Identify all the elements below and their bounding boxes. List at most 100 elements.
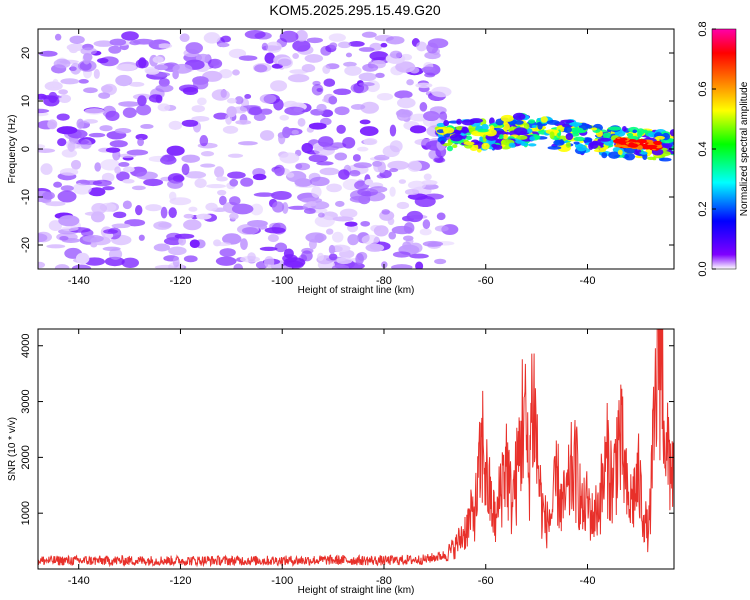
spectrogram-noise-blob bbox=[334, 106, 350, 116]
spectrogram-noise-blob bbox=[227, 153, 244, 158]
spectrogram-noise-blob bbox=[389, 124, 397, 137]
spectrogram-noise-blob bbox=[356, 146, 369, 152]
spectrogram-noise-blob bbox=[217, 42, 230, 48]
spectrogram-noise-blob bbox=[83, 119, 98, 124]
spectrogram-ytick-label: 0 bbox=[20, 146, 32, 152]
snr-xtick-label: -120 bbox=[169, 575, 191, 587]
spectrogram-noise-blob bbox=[238, 55, 258, 61]
spectrogram-signal-blob bbox=[452, 144, 458, 149]
spectrogram-noise-blob bbox=[358, 72, 377, 82]
spectrogram-noise-blob bbox=[183, 213, 194, 219]
spectrogram-noise-blob bbox=[74, 139, 89, 145]
spectrogram-noise-blob bbox=[122, 179, 135, 184]
spectrogram-noise-blob bbox=[172, 63, 193, 74]
spectrogram-signal-blob bbox=[492, 144, 503, 150]
spectrogram-noise-blob bbox=[185, 42, 203, 54]
spectrogram-noise-blob bbox=[168, 246, 187, 256]
spectrogram-noise-blob bbox=[279, 152, 300, 164]
spectrogram-noise-blob bbox=[39, 50, 58, 57]
spectrogram-signal-blob bbox=[573, 136, 586, 142]
spectrogram-signal-blob bbox=[508, 142, 516, 148]
spectrogram-noise-blob bbox=[154, 264, 177, 269]
spectrogram-noise-blob bbox=[38, 261, 46, 269]
spectrogram-noise-blob bbox=[206, 184, 226, 189]
spectrogram-noise-blob bbox=[314, 215, 335, 228]
spectrogram-noise-blob bbox=[229, 212, 239, 220]
snr-xtick-label: -60 bbox=[478, 575, 494, 587]
spectrogram-noise-blob bbox=[80, 47, 97, 56]
spectrogram-signal-blob bbox=[559, 139, 564, 145]
spectrogram-noise-blob bbox=[244, 29, 266, 39]
spectrogram-noise-blob bbox=[118, 162, 130, 167]
spectrogram-xtick-label: -40 bbox=[580, 275, 596, 287]
spectrogram-noise-blob bbox=[43, 95, 60, 107]
spectrogram-noise-blob bbox=[240, 177, 254, 187]
spectrogram-noise-blob bbox=[328, 244, 336, 255]
spectrogram-signal-blob bbox=[597, 137, 612, 142]
spectrogram-noise-blob bbox=[406, 79, 414, 86]
spectrogram-noise-blob bbox=[334, 152, 348, 161]
spectrogram-noise-blob bbox=[160, 206, 168, 219]
spectrogram-signal-blob bbox=[495, 118, 504, 126]
spectrogram-noise-blob bbox=[60, 185, 74, 192]
spectrogram-noise-blob bbox=[191, 116, 210, 122]
spectrogram-noise-blob bbox=[191, 105, 205, 113]
spectrogram-noise-blob bbox=[113, 211, 127, 219]
spectrogram-xtick-label: -60 bbox=[478, 275, 494, 287]
spectrogram-noise-blob bbox=[328, 33, 346, 42]
spectrogram-noise-blob bbox=[273, 98, 284, 111]
spectrogram-noise-blob bbox=[339, 208, 358, 219]
spectrogram-noise-blob bbox=[115, 74, 133, 87]
spectrogram-noise-blob bbox=[335, 200, 345, 207]
spectrogram-signal-blob bbox=[632, 129, 638, 134]
spectrogram-noise-blob bbox=[423, 173, 432, 181]
spectrogram-noise-blob bbox=[38, 233, 48, 243]
spectrogram-noise-blob bbox=[83, 87, 98, 94]
spectrogram-noise-blob bbox=[295, 30, 308, 42]
spectrogram-noise-blob bbox=[84, 108, 105, 115]
spectrogram-signal-blob bbox=[593, 149, 607, 153]
spectrogram-noise-blob bbox=[56, 113, 70, 121]
spectrogram-noise-blob bbox=[93, 40, 114, 47]
spectrogram-noise-blob bbox=[56, 126, 78, 135]
spectrogram-y-label: Frequency (Hz) bbox=[7, 115, 18, 184]
spectrogram-noise-blob bbox=[328, 253, 338, 261]
spectrogram-noise-blob bbox=[174, 233, 195, 239]
spectrogram-noise-blob bbox=[153, 221, 172, 230]
spectrogram-noise-blob bbox=[59, 168, 79, 176]
spectrogram-noise-blob bbox=[253, 113, 266, 122]
spectrogram-noise-blob bbox=[330, 244, 351, 253]
spectrogram-signal-blob bbox=[531, 124, 537, 128]
snr-ytick-label: 1000 bbox=[20, 501, 32, 525]
spectrogram-signal-blob bbox=[546, 120, 560, 125]
spectrogram-noise-blob bbox=[233, 263, 244, 269]
spectrogram-noise-blob bbox=[213, 242, 232, 247]
spectrogram-peak-blob bbox=[645, 145, 657, 150]
spectrogram-noise-blob bbox=[160, 155, 177, 165]
spectrogram-noise-blob bbox=[362, 63, 379, 72]
spectrogram-noise-blob bbox=[116, 63, 137, 72]
spectrogram-noise-blob bbox=[277, 58, 292, 67]
spectrogram-noise-blob bbox=[347, 234, 359, 246]
spectrogram-noise-blob bbox=[402, 241, 412, 250]
spectrogram-noise-blob bbox=[372, 160, 383, 167]
spectrogram-noise-blob bbox=[205, 202, 218, 212]
spectrogram-x-label: Height of straight line (km) bbox=[298, 285, 415, 296]
spectrogram-noise-blob bbox=[71, 264, 92, 269]
spectrogram-signal-blob bbox=[437, 136, 447, 144]
spectrogram-noise-blob bbox=[135, 204, 143, 216]
spectrogram-noise-blob bbox=[301, 142, 313, 154]
spectrogram-noise-blob bbox=[100, 85, 113, 93]
spectrogram-noise-blob bbox=[203, 32, 221, 44]
spectrogram-noise-blob bbox=[292, 39, 311, 52]
spectrogram-signal-blob bbox=[466, 135, 473, 140]
spectrogram-signal-blob bbox=[591, 140, 598, 145]
spectrogram-noise-blob bbox=[332, 231, 344, 243]
spectrogram-noise-blob bbox=[111, 223, 131, 229]
spectrogram-noise-blob bbox=[58, 94, 72, 104]
spectrogram-signal-blob bbox=[547, 146, 562, 150]
spectrogram-noise-blob bbox=[114, 128, 132, 134]
spectrogram-noise-blob bbox=[208, 58, 223, 69]
spectrogram-noise-blob bbox=[396, 201, 410, 210]
spectrogram-noise-blob bbox=[361, 31, 377, 38]
